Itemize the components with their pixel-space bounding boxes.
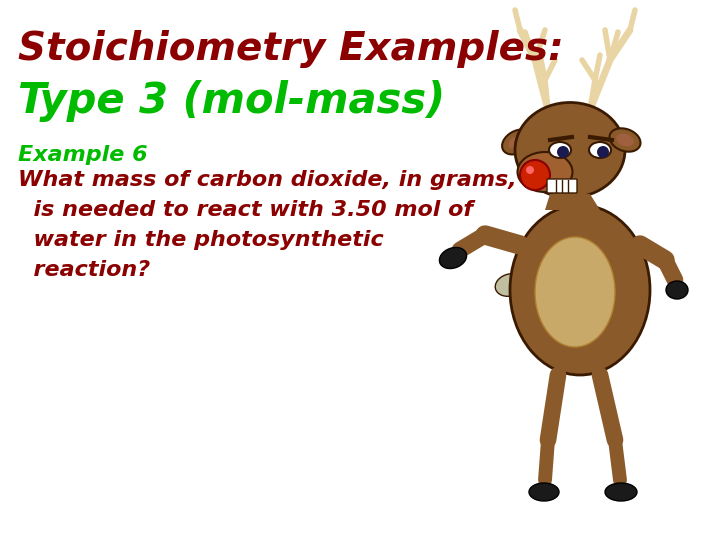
Text: What mass of carbon dioxide, in grams,: What mass of carbon dioxide, in grams,	[18, 170, 517, 190]
Circle shape	[526, 166, 534, 174]
Ellipse shape	[495, 274, 525, 296]
FancyBboxPatch shape	[547, 179, 577, 193]
Ellipse shape	[589, 142, 611, 158]
Text: Stoichiometry Examples:: Stoichiometry Examples:	[18, 30, 564, 68]
Text: reaction?: reaction?	[18, 260, 150, 280]
Text: water in the photosynthetic: water in the photosynthetic	[18, 230, 384, 250]
Circle shape	[520, 160, 550, 190]
Ellipse shape	[605, 483, 637, 501]
Ellipse shape	[529, 483, 559, 501]
Ellipse shape	[502, 130, 532, 154]
Ellipse shape	[508, 135, 526, 149]
Ellipse shape	[518, 152, 572, 192]
Ellipse shape	[610, 129, 641, 152]
Ellipse shape	[510, 205, 650, 375]
Ellipse shape	[439, 247, 467, 268]
Ellipse shape	[515, 103, 625, 198]
Ellipse shape	[616, 133, 634, 146]
Ellipse shape	[535, 237, 615, 347]
Text: Example 6: Example 6	[18, 145, 148, 165]
Text: is needed to react with 3.50 mol of: is needed to react with 3.50 mol of	[18, 200, 473, 220]
Polygon shape	[545, 194, 600, 210]
Ellipse shape	[549, 142, 571, 158]
Ellipse shape	[666, 281, 688, 299]
Text: Type 3 (mol-mass): Type 3 (mol-mass)	[18, 80, 445, 122]
Circle shape	[597, 146, 609, 158]
Circle shape	[557, 146, 569, 158]
